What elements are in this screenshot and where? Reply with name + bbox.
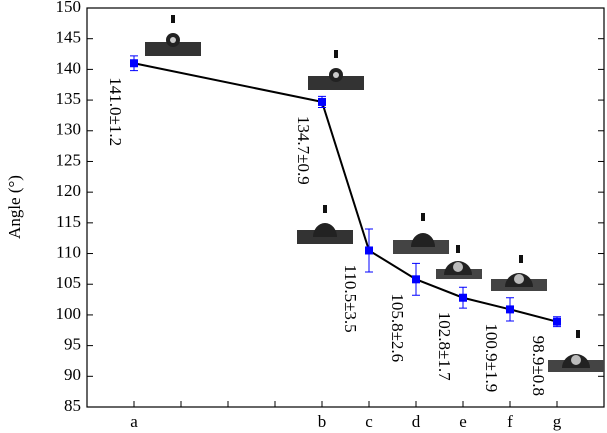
droplet [436,245,482,279]
y-tick-label: 110 [56,242,81,261]
value-label: 100.9±1.9 [482,323,501,392]
y-tick-label: 115 [56,212,81,231]
value-label: 98.9±0.8 [529,336,548,396]
marker [506,305,514,314]
droplet [297,205,353,244]
value-label: 141.0±1.2 [106,77,125,146]
value-label: 134.7±0.9 [294,116,313,185]
y-tick-label: 90 [64,365,81,384]
marker [459,293,467,302]
y-tick-label: 85 [64,396,81,415]
droplet [393,213,449,254]
droplet [145,15,201,56]
x-tick-label: c [365,412,373,431]
marker [553,317,561,326]
y-tick-label: 135 [56,89,82,108]
y-tick-label: 120 [56,181,82,200]
value-label: 110.5±3.5 [341,264,360,332]
plot-frame [86,7,605,408]
x-tick-label: g [553,412,562,431]
marker [412,275,420,284]
droplet [308,50,364,90]
x-tick-label: a [130,412,138,431]
value-label: 105.8±2.6 [388,293,407,362]
marker [130,59,138,68]
y-tick-label: 100 [56,304,82,323]
x-tick-label: e [459,412,467,431]
x-tick-label: f [507,412,513,431]
droplet [491,255,547,291]
y-tick-label: 145 [56,28,82,47]
y-axis-label: Angle (°) [5,175,24,239]
value-label: 102.8±1.7 [435,312,454,381]
y-tick-label: 105 [56,273,82,292]
x-tick-label: d [412,412,421,431]
y-tick-label: 150 [56,0,82,16]
y-tick-label: 95 [64,335,81,354]
droplet [548,330,604,372]
marker [365,246,373,255]
y-tick-label: 125 [56,150,82,169]
y-tick-label: 130 [56,120,82,139]
x-tick-label: b [318,412,327,431]
droplet-images [145,15,604,372]
marker [318,97,326,106]
y-tick-label: 140 [56,58,82,77]
